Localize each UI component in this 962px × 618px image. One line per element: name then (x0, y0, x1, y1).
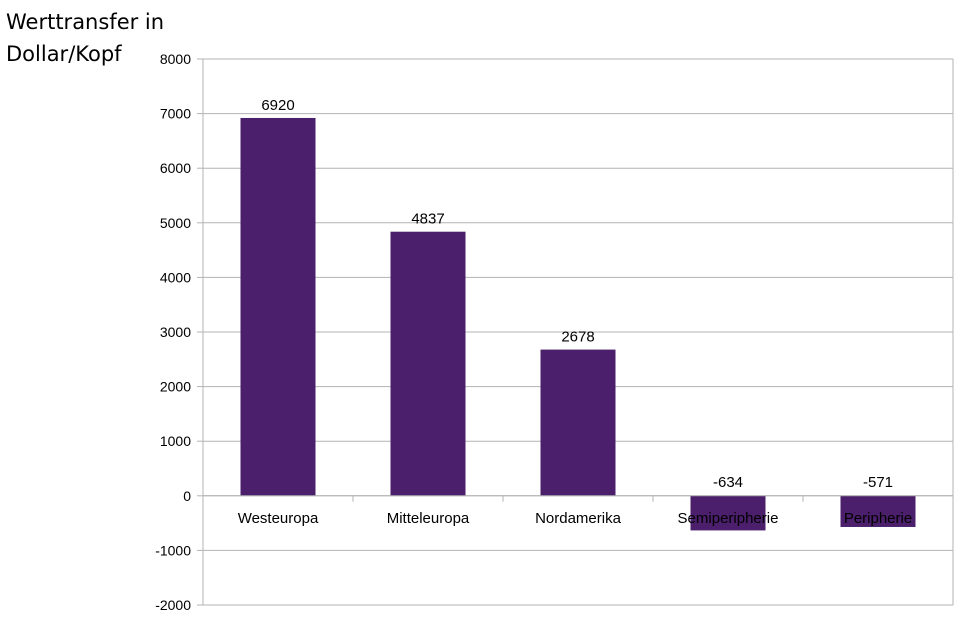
y-tick-label: 5000 (160, 215, 191, 231)
y-axis-title-line-1: Werttransfer in (6, 10, 165, 34)
bar (240, 117, 316, 496)
y-tick-label: -1000 (155, 542, 191, 558)
y-tick-label: 6000 (160, 160, 191, 176)
gridlines (203, 58, 953, 606)
y-axis-title: Werttransfer in Dollar/Kopf (6, 6, 164, 70)
x-category-label: Peripherie (844, 510, 912, 527)
bars (240, 117, 916, 531)
y-tick-label: 8000 (160, 51, 191, 67)
data-label: -571 (863, 474, 893, 491)
axes (197, 58, 954, 606)
data-label: 6920 (261, 97, 294, 114)
y-tick-labels: -2000 -1000 0 1000 2000 3000 4000 5000 6000 7000 8… (155, 51, 191, 613)
y-tick-label: 0 (183, 488, 191, 504)
y-axis-title-line-2: Dollar/Kopf (6, 42, 122, 66)
bar (540, 349, 616, 496)
y-tick-label: 7000 (160, 106, 191, 122)
x-category-label: Mitteleuropa (387, 510, 470, 527)
x-category-label: Westeuropa (238, 510, 319, 527)
data-label: -634 (713, 474, 743, 491)
y-tick-label: 3000 (160, 324, 191, 340)
x-category-labels: Westeuropa Mitteleuropa Nordamerika Semiper… (238, 510, 912, 527)
bar (690, 495, 766, 531)
y-tick-label: 1000 (160, 433, 191, 449)
y-tick-label: 2000 (160, 379, 191, 395)
y-tick-label: 4000 (160, 269, 191, 285)
y-tick-label: -2000 (155, 597, 191, 613)
data-label: 2678 (561, 329, 594, 346)
x-category-label: Semiperipherie (678, 510, 779, 527)
data-label: 4837 (411, 211, 444, 228)
data-labels: 6920 4837 2678 -634 -571 (261, 97, 893, 491)
bar (390, 231, 466, 496)
bar (840, 495, 916, 527)
x-category-label: Nordamerika (535, 510, 622, 527)
